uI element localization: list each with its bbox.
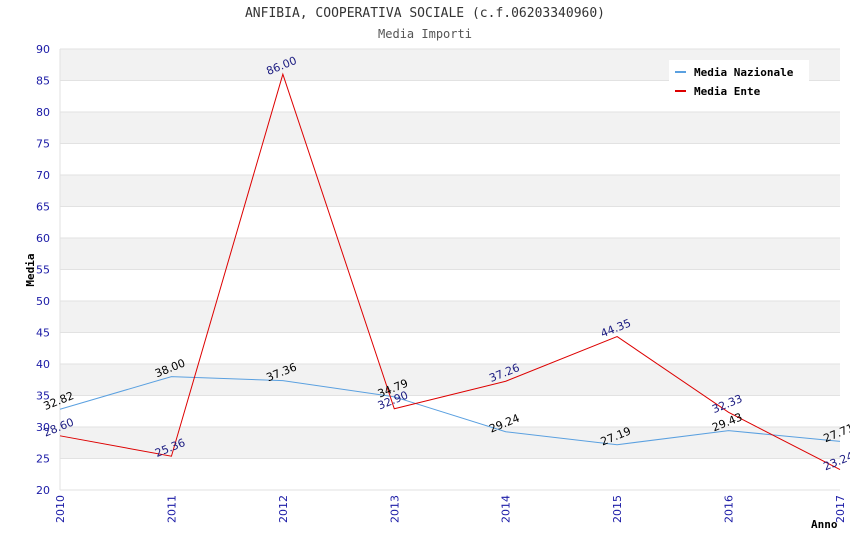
legend-entry: Media Nazionale bbox=[694, 66, 794, 79]
x-tick-label: 2012 bbox=[277, 495, 290, 523]
y-tick-label: 90 bbox=[36, 43, 50, 56]
legend: Media Nazionale Media Ente bbox=[669, 60, 809, 102]
grid-band bbox=[60, 364, 840, 396]
y-axis-ticks: 20 25 30 35 40 45 50 55 60 65 70 75 80 85 90 bbox=[36, 43, 50, 497]
series-lines bbox=[59, 72, 841, 471]
y-tick-label: 75 bbox=[36, 138, 50, 151]
x-tick-label: 2013 bbox=[388, 495, 401, 523]
grid-band bbox=[60, 301, 840, 333]
legend-entry: Media Ente bbox=[694, 85, 761, 98]
y-tick-label: 60 bbox=[36, 232, 50, 245]
x-tick-label: 2015 bbox=[611, 495, 624, 523]
x-tick-label: 2011 bbox=[165, 495, 178, 523]
x-tick-label: 2017 bbox=[834, 495, 847, 523]
y-tick-label: 45 bbox=[36, 327, 50, 340]
y-tick-label: 50 bbox=[36, 295, 50, 308]
y-tick-label: 85 bbox=[36, 75, 50, 88]
grid-band bbox=[60, 112, 840, 144]
y-tick-label: 70 bbox=[36, 169, 50, 182]
grid-band bbox=[60, 427, 840, 459]
series-line bbox=[59, 376, 841, 446]
y-tick-label: 80 bbox=[36, 106, 50, 119]
series-line bbox=[59, 72, 841, 471]
x-tick-label: 2010 bbox=[54, 495, 67, 523]
chart-title: ANFIBIA, COOPERATIVA SOCIALE (c.f.062033… bbox=[244, 6, 606, 21]
grid-bands bbox=[60, 49, 840, 459]
y-tick-label: 20 bbox=[36, 484, 50, 497]
x-axis-ticks: 2010 2011 2012 2013 2014 2015 2016 2017 bbox=[54, 495, 847, 523]
y-axis-label: Media bbox=[24, 253, 37, 286]
x-axis-label: Anno bbox=[811, 518, 838, 531]
chart-subtitle: Media Importi bbox=[378, 27, 472, 41]
legend-box bbox=[669, 60, 809, 102]
grid-band bbox=[60, 175, 840, 207]
y-tick-label: 40 bbox=[36, 358, 50, 371]
y-tick-label: 35 bbox=[36, 390, 50, 403]
y-tick-label: 25 bbox=[36, 453, 50, 466]
y-tick-label: 65 bbox=[36, 201, 50, 214]
y-tick-label: 55 bbox=[36, 264, 50, 277]
x-tick-label: 2016 bbox=[723, 495, 736, 523]
y-tick-label: 30 bbox=[36, 421, 50, 434]
grid-band bbox=[60, 238, 840, 270]
x-tick-label: 2014 bbox=[500, 495, 513, 523]
